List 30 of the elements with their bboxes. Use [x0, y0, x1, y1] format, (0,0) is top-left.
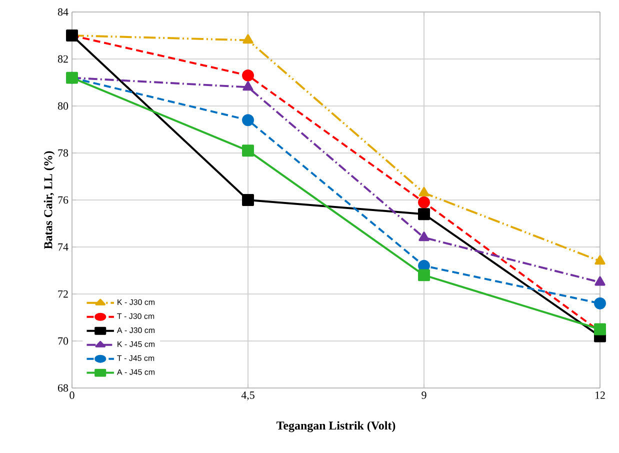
point	[418, 269, 430, 282]
y-tick-label: 84	[58, 8, 68, 16]
y-axis-title: Batas Cair, LL (%)	[44, 151, 55, 250]
x-tick-label: 4,5	[241, 392, 254, 400]
y-tick-label: 72	[58, 290, 68, 298]
point	[418, 186, 430, 196]
point	[418, 232, 430, 242]
point	[594, 255, 606, 265]
y-tick-label: 68	[58, 384, 68, 392]
x-tick-label: 9	[422, 392, 426, 399]
x-axis-title: Tegangan Listrik (Volt)	[276, 421, 396, 432]
point	[242, 144, 254, 157]
point	[418, 208, 430, 220]
x-tick-label: 0	[70, 392, 74, 399]
y-tick-label: 80	[58, 102, 68, 110]
x-tick-label: 12	[595, 392, 605, 399]
point	[242, 114, 254, 126]
y-tick-label: 76	[58, 196, 68, 204]
y-tick-label: 82	[58, 55, 68, 63]
y-tick-label: 74	[58, 243, 68, 251]
point	[242, 69, 254, 82]
point	[242, 194, 254, 206]
point	[594, 276, 606, 286]
y-tick-label: 70	[58, 337, 68, 345]
point	[594, 297, 606, 310]
point	[242, 34, 254, 44]
point	[594, 323, 606, 336]
point	[418, 196, 430, 208]
point	[242, 81, 254, 91]
y-tick-label: 78	[58, 149, 68, 157]
